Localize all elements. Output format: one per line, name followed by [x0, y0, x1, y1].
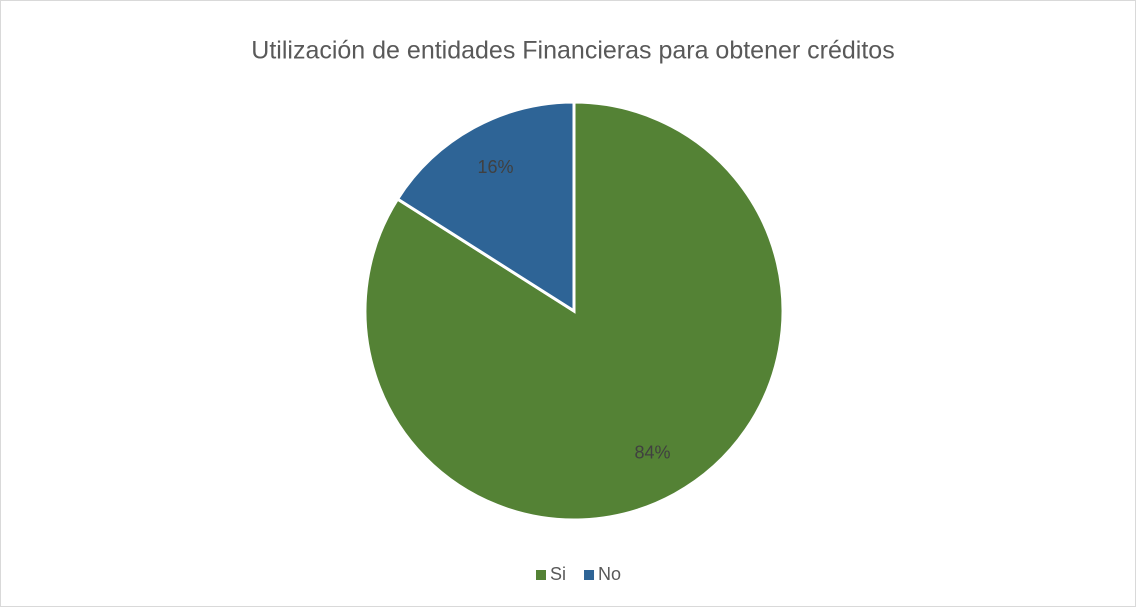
- pie-slice: [395, 100, 576, 314]
- legend-swatch: [584, 570, 595, 580]
- legend-label: Si: [550, 564, 566, 584]
- chart-title: Utilización de entidades Financieras par…: [251, 37, 894, 65]
- data-label: 84%: [635, 443, 671, 463]
- data-label: 16%: [477, 157, 513, 177]
- legend-label: No: [598, 564, 621, 584]
- legend-swatch: [536, 570, 546, 580]
